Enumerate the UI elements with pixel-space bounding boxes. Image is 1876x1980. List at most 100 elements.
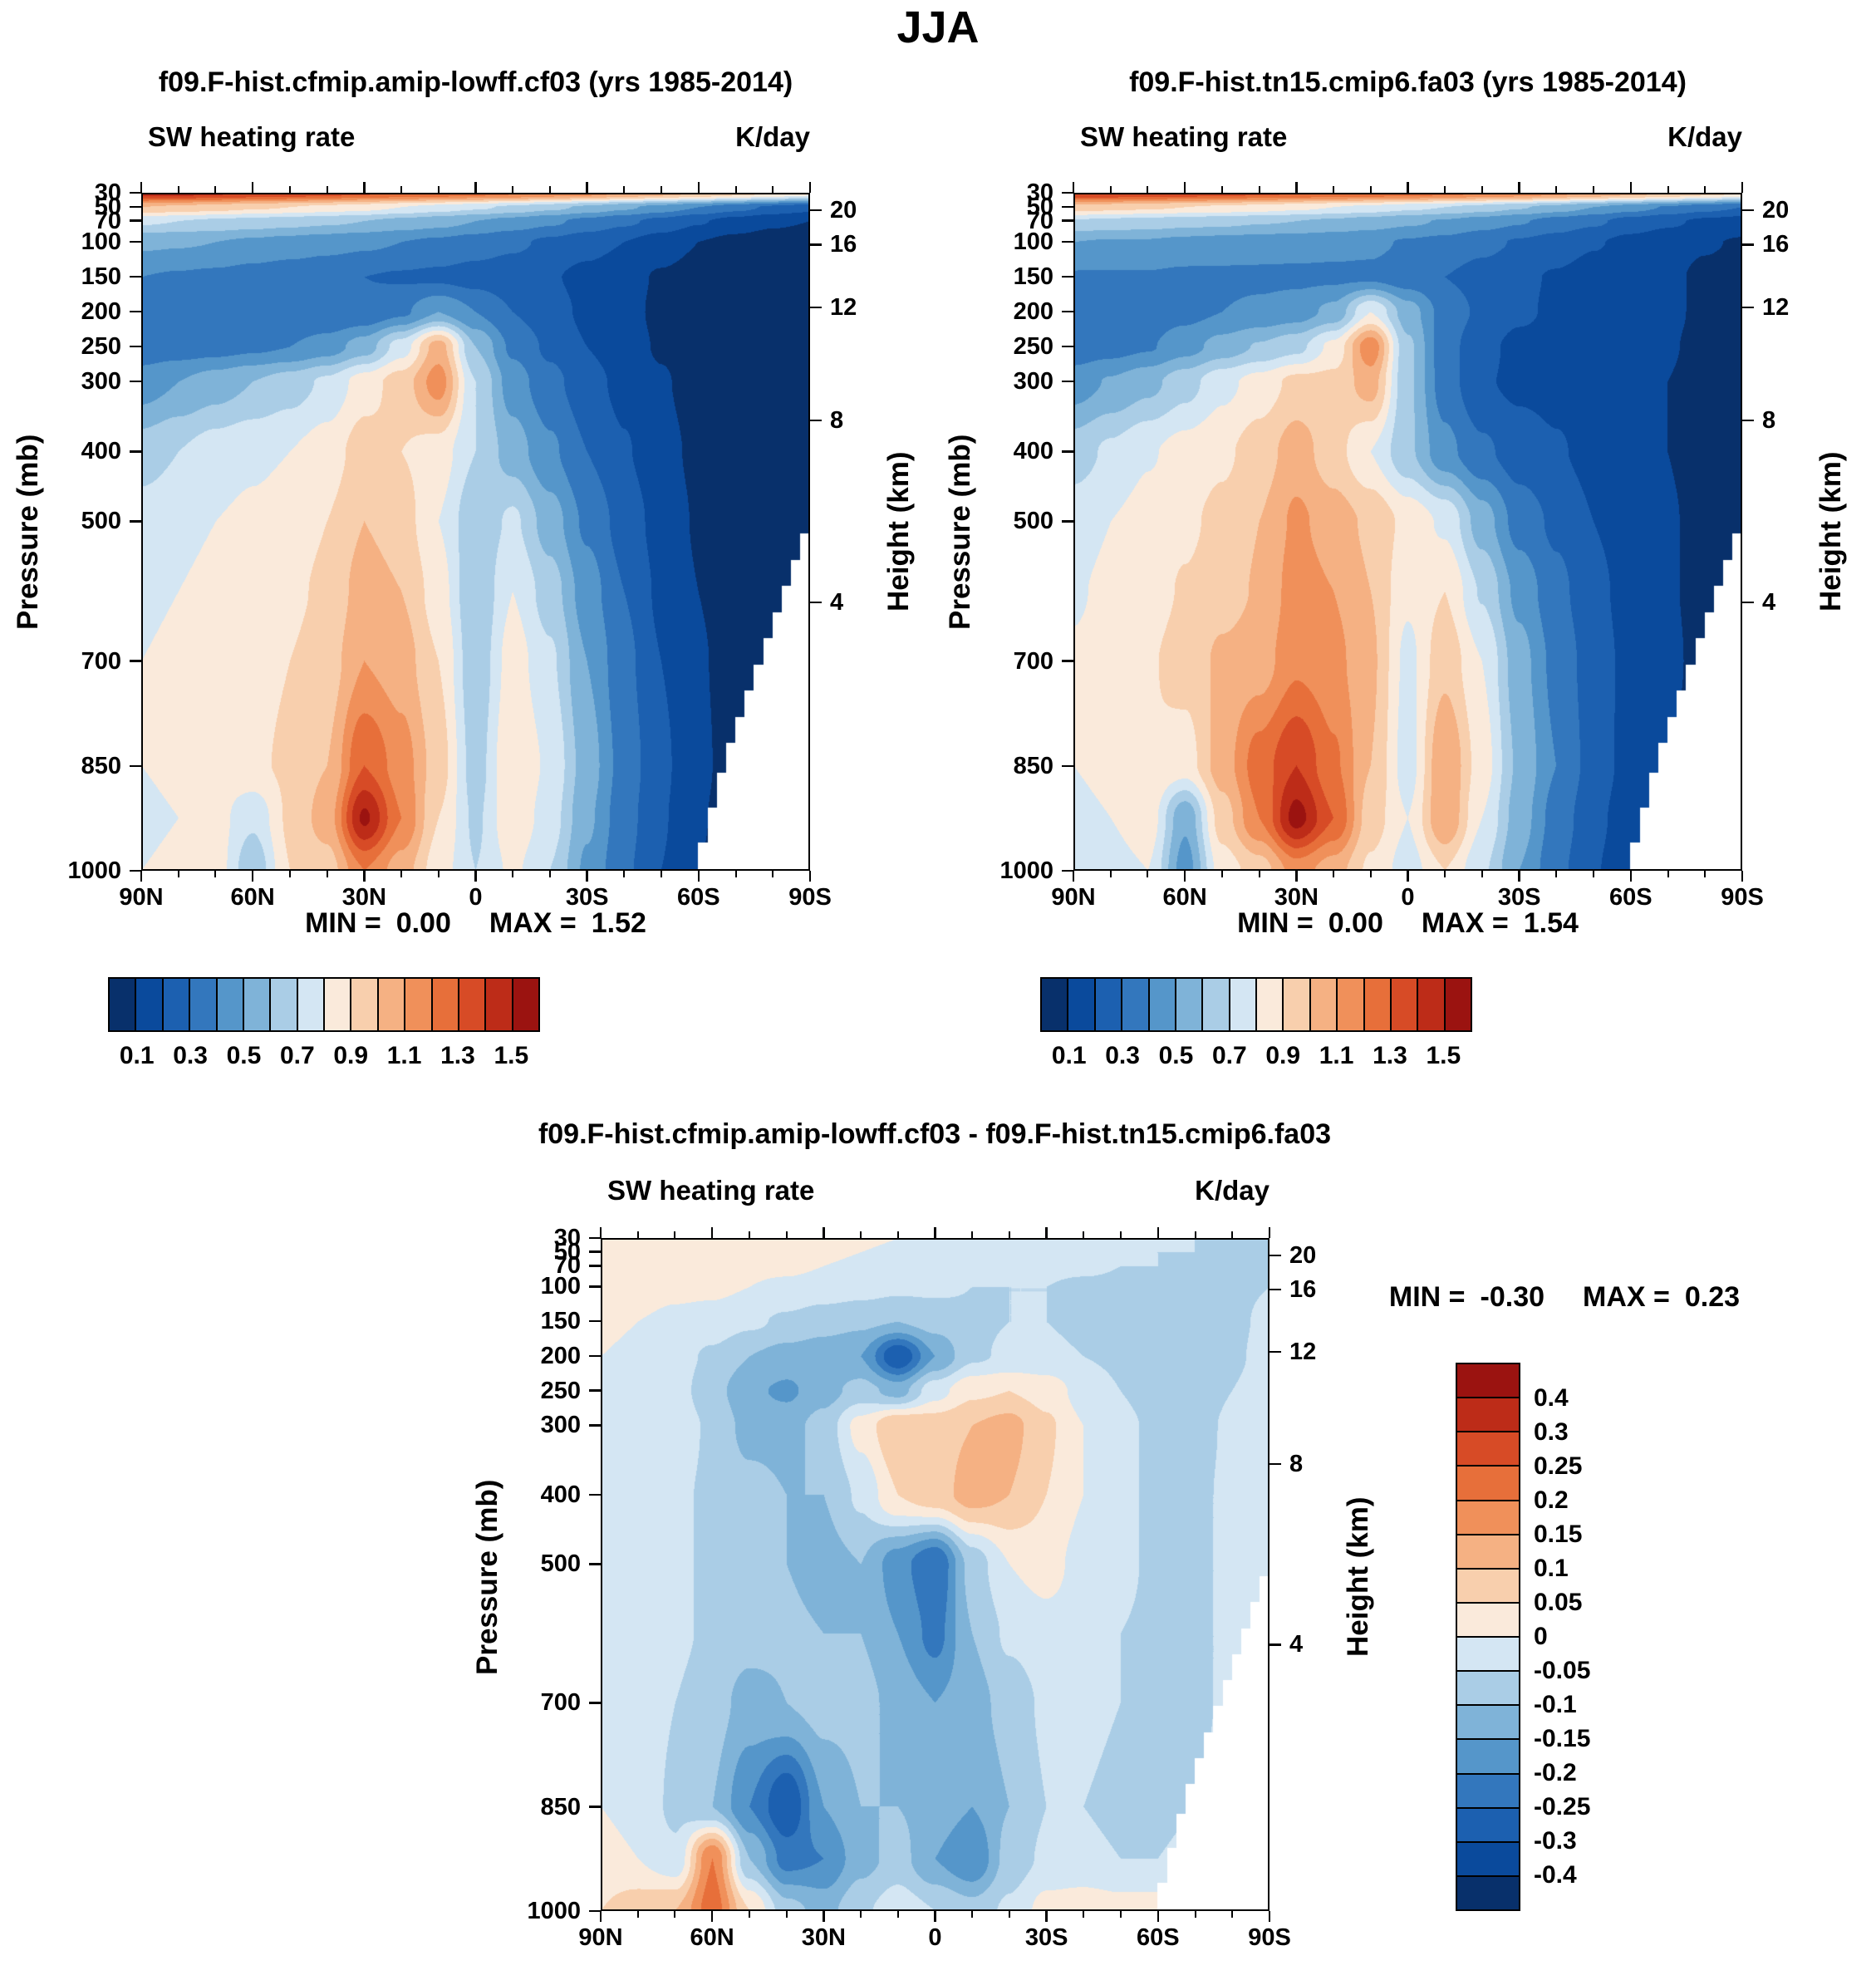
colorbar-cell: [1203, 979, 1230, 1030]
pressure-tick: [1062, 520, 1073, 523]
heatmap-plot-difference: [601, 1238, 1269, 1911]
latitude-minor-tick: [1008, 1911, 1010, 1918]
height-tick-label: 8: [1762, 407, 1776, 435]
pressure-tick-label: 150: [540, 1308, 581, 1335]
latitude-minor-tick: [623, 871, 626, 877]
height-tick: [1742, 419, 1754, 422]
colorbar-cell: [190, 979, 218, 1030]
latitude-tick: [1183, 871, 1186, 882]
latitude-minor-tick: [288, 871, 291, 877]
colorbar-cell: [325, 979, 352, 1030]
latitude-minor-tick: [548, 871, 551, 877]
colorbar-cell: [1457, 1569, 1519, 1604]
latitude-minor-tick: [1109, 186, 1112, 193]
height-tick-label: 16: [830, 231, 857, 258]
pressure-tick: [130, 219, 141, 222]
pressure-tick-label: 50: [1026, 193, 1053, 220]
latitude-minor-tick: [748, 1231, 750, 1238]
pressure-tick-label: 100: [1013, 228, 1053, 255]
pressure-tick: [130, 345, 141, 348]
colorbar-cell: [1457, 1672, 1519, 1707]
pressure-tick: [1062, 219, 1073, 222]
colorbar-cell: [1457, 1740, 1519, 1775]
pressure-tick: [1062, 345, 1073, 348]
latitude-tick: [1295, 182, 1298, 193]
latitude-minor-tick: [1369, 871, 1372, 877]
height-tick: [1269, 1462, 1281, 1466]
colorbar-tick-label: 1.5: [494, 1042, 529, 1069]
latitude-tick-label: 0: [1401, 884, 1415, 911]
latitude-minor-tick: [1231, 1231, 1234, 1238]
colorbar-cell: [1457, 1535, 1519, 1570]
pressure-tick-label: 400: [1013, 438, 1053, 465]
latitude-minor-tick: [548, 186, 551, 193]
panel-model1: f09.F-hist.cfmip.amip-lowff.cf03 (yrs 19…: [0, 66, 938, 1112]
height-tick: [1269, 1254, 1281, 1257]
latitude-minor-tick: [1444, 186, 1446, 193]
latitude-tick: [823, 1911, 825, 1922]
latitude-minor-tick: [772, 871, 774, 877]
pressure-tick-label: 30: [1026, 179, 1053, 206]
latitude-tick: [1183, 182, 1186, 193]
colorbar-model2: [1040, 977, 1472, 1032]
latitude-minor-tick: [177, 871, 179, 877]
colorbar-cell: [1284, 979, 1311, 1030]
latitude-minor-tick: [288, 186, 291, 193]
latitude-tick: [1157, 1227, 1160, 1238]
colorbar-cell: [1149, 979, 1176, 1030]
colorbar-tick-label: 1.3: [440, 1042, 475, 1069]
latitude-minor-tick: [1481, 186, 1483, 193]
units-label: K/day: [1195, 1175, 1269, 1206]
pressure-tick: [1062, 205, 1073, 209]
latitude-tick: [1629, 182, 1633, 193]
latitude-minor-tick: [636, 1911, 639, 1918]
pressure-tick-label: 850: [540, 1793, 581, 1820]
panel-model2: f09.F-hist.tn15.cmip6.fa03 (yrs 1985-201…: [932, 66, 1870, 1112]
pressure-tick: [1062, 310, 1073, 313]
latitude-minor-tick: [971, 1911, 974, 1918]
latitude-tick-label: 60N: [230, 884, 275, 911]
panel-difference: f09.F-hist.cfmip.amip-lowff.cf03 - f09.F…: [459, 1112, 1876, 1980]
pressure-tick: [1062, 240, 1073, 243]
pressure-tick-label: 1000: [67, 857, 121, 884]
latitude-minor-tick: [512, 186, 514, 193]
colorbar-tick-label: 0.3: [1105, 1042, 1140, 1069]
colorbar-cell: [1095, 979, 1123, 1030]
latitude-tick-label: 60N: [1162, 884, 1207, 911]
panel-title: f09.F-hist.cfmip.amip-lowff.cf03 - f09.F…: [538, 1118, 1332, 1150]
latitude-tick-label: 90N: [119, 884, 164, 911]
latitude-minor-tick: [734, 871, 737, 877]
min-value: 0.00: [395, 907, 451, 939]
latitude-minor-tick: [400, 871, 403, 877]
height-tick: [1742, 306, 1754, 309]
latitude-minor-tick: [661, 186, 663, 193]
colorbar-tick-label: -0.25: [1534, 1792, 1591, 1820]
latitude-minor-tick: [674, 1231, 676, 1238]
latitude-tick-label: 30N: [1274, 884, 1319, 911]
latitude-tick: [934, 1227, 936, 1238]
colorbar-cell: [297, 979, 325, 1030]
min-label: MIN =: [305, 907, 381, 939]
height-tick: [810, 601, 822, 604]
latitude-tick: [1518, 871, 1520, 882]
latitude-minor-tick: [1555, 871, 1558, 877]
pressure-tick-label: 30: [94, 179, 121, 206]
height-tick-label: 20: [830, 197, 857, 224]
pressure-tick: [589, 1424, 601, 1427]
latitude-tick: [1072, 871, 1075, 882]
pressure-tick: [589, 1265, 601, 1267]
colorbar-cell: [1457, 1501, 1519, 1535]
colorbar-cell: [1457, 1603, 1519, 1638]
pressure-tick-label: 300: [1013, 368, 1053, 396]
colorbar-cell: [136, 979, 164, 1030]
latitude-tick: [586, 182, 588, 193]
pressure-tick-label: 500: [1013, 508, 1053, 535]
colorbar-tick-label: 1.3: [1373, 1042, 1407, 1069]
colorbar-tick-label: 0.5: [1158, 1042, 1194, 1069]
latitude-tick: [1045, 1911, 1048, 1922]
pressure-tick: [130, 380, 141, 383]
colorbar-tick-label: 0: [1534, 1623, 1548, 1650]
colorbar-tick-label: 0.9: [1265, 1042, 1301, 1069]
latitude-tick-label: 90S: [788, 884, 832, 911]
